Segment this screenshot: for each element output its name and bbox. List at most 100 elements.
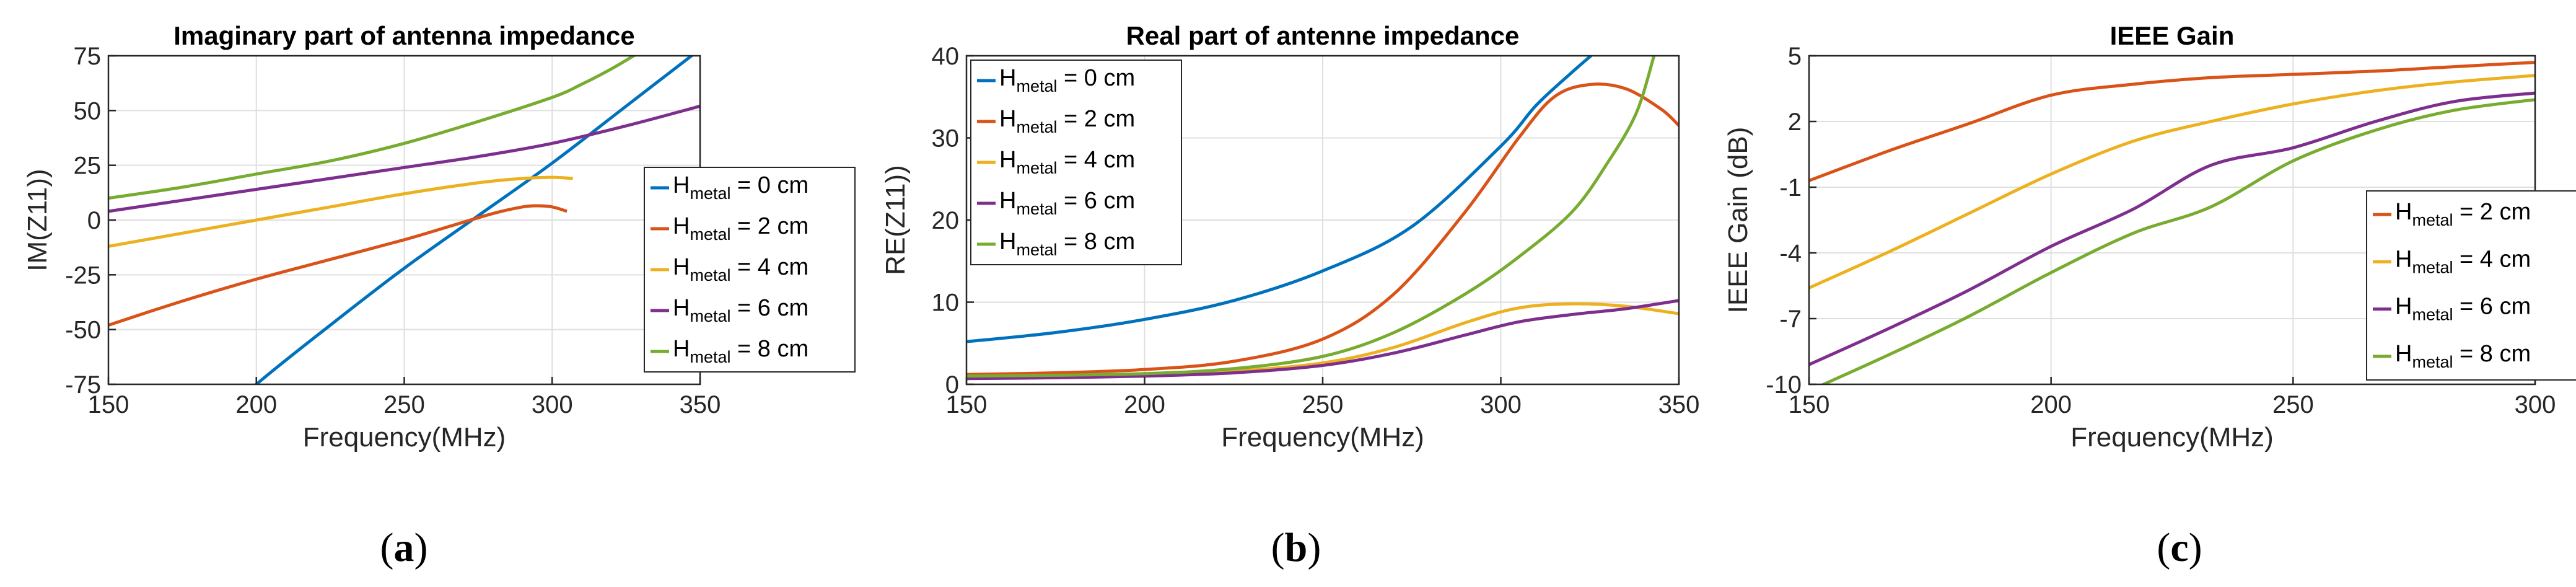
y-tick-label: 20: [932, 207, 960, 234]
y-tick-label: -10: [1766, 371, 1802, 399]
x-tick-label: 200: [235, 391, 277, 418]
legend-entry-subscript: metal: [2412, 353, 2453, 371]
legend-entry: Hmetal = 4 cm: [2395, 246, 2531, 276]
legend-entry: Hmetal = 4 cm: [673, 254, 808, 285]
x-tick-label: 300: [1480, 391, 1522, 418]
legend-entry-name: H: [2395, 341, 2412, 367]
legend-entry: Hmetal = 6 cm: [673, 295, 808, 325]
x-tick-label: 150: [946, 391, 988, 418]
legend-entry-subscript: metal: [690, 184, 730, 203]
chart-title: Real part of antenne impedance: [1126, 21, 1520, 50]
ticks: 150 200 250 300 350 40 30 20 10 0: [932, 43, 1700, 418]
legend-entry: Hmetal = 8 cm: [673, 336, 808, 366]
panel-label-a: (a): [380, 525, 428, 570]
series-line-hmetal-8-cm: [108, 56, 637, 200]
legend-entry: Hmetal = 4 cm: [999, 147, 1135, 177]
legend-entry-value: = 4 cm: [1057, 147, 1135, 173]
y-tick-label: 30: [932, 125, 960, 152]
x-axis-label: Frequency(MHz): [1221, 422, 1424, 452]
series-line-hmetal-4-cm: [108, 175, 573, 248]
legend-entry-subscript: metal: [690, 225, 730, 244]
series-line-hmetal-4-cm: [1809, 74, 2535, 289]
y-tick-label: -1: [1779, 174, 1802, 201]
legend-entry: Hmetal = 6 cm: [2395, 294, 2531, 324]
legend-entry-subscript: metal: [690, 266, 730, 285]
y-axis-label: RE(Z11)): [880, 165, 911, 275]
x-tick-label: 250: [383, 391, 425, 418]
x-tick-label: 250: [1302, 391, 1344, 418]
y-tick-label: 5: [1788, 43, 1802, 70]
y-tick-label: 40: [932, 43, 960, 70]
panel-label-b-letter: b: [1285, 525, 1308, 570]
legend-box: [2366, 190, 2576, 381]
legend-entry-value: = 0 cm: [1057, 65, 1135, 91]
legend-entry-value: = 6 cm: [1057, 188, 1135, 214]
series-line-hmetal-2-cm: [966, 82, 1679, 376]
legend-entry-value: = 8 cm: [730, 336, 808, 362]
legend-entry: Hmetal = 8 cm: [2395, 341, 2531, 371]
legend-entry-name: H: [999, 188, 1016, 214]
x-tick-label: 350: [680, 391, 721, 418]
legend-entry: Hmetal = 6 cm: [999, 188, 1135, 218]
y-tick-label: -25: [65, 262, 101, 289]
legend-entry-name: H: [999, 106, 1016, 132]
panel-label-b: (b): [1271, 525, 1321, 570]
legend-entry-value: = 4 cm: [730, 254, 808, 280]
legend-entry-subscript: metal: [1016, 77, 1057, 95]
legend-entry: Hmetal = 0 cm: [673, 172, 808, 203]
chart-ieee-gain: 150 200 250 300 5 2 -1 -4 -7 -10 IEEE Gain Frequenc…: [1723, 21, 2576, 452]
chart-title: IEEE Gain: [2110, 21, 2235, 50]
series-lines: [1809, 61, 2535, 384]
series-line-hmetal-8-cm: [1820, 98, 2535, 384]
legend-box: [970, 60, 1182, 265]
y-tick-label: -75: [65, 371, 101, 399]
panel-label-c: (c): [2157, 525, 2202, 570]
legend-entry-subscript: metal: [2412, 211, 2453, 229]
legend-entry-name: H: [673, 213, 690, 239]
series-line-hmetal-6-cm: [108, 104, 700, 213]
legend-entry-name: H: [999, 65, 1016, 91]
y-axis-label: IM(Z11)): [22, 169, 53, 271]
x-tick-label: 250: [2272, 391, 2314, 418]
x-tick-label: 350: [1658, 391, 1700, 418]
y-tick-label: 25: [74, 152, 102, 180]
legend-entry-subscript: metal: [2412, 306, 2453, 324]
x-axis-label: Frequency(MHz): [303, 422, 506, 452]
legend-entry-subscript: metal: [1016, 200, 1057, 218]
legend-entry-subscript: metal: [2412, 258, 2453, 276]
x-tick-label: 150: [88, 391, 129, 418]
legend-entry: Hmetal = 2 cm: [999, 106, 1135, 136]
x-tick-label: 200: [1124, 391, 1165, 418]
panel-label-a-letter: a: [394, 525, 414, 570]
series-line-hmetal-2-cm: [1809, 61, 2535, 182]
chart-title: Imaginary part of antenna impedance: [173, 21, 635, 50]
series-line-hmetal-6-cm: [1809, 91, 2535, 366]
legend-entry-subscript: metal: [1016, 118, 1057, 136]
y-tick-label: -4: [1779, 240, 1802, 267]
y-tick-label: 0: [945, 371, 959, 399]
y-axis-label: IEEE Gain (dB): [1723, 127, 1753, 314]
legend-entry-name: H: [2395, 294, 2412, 320]
chart-real-impedance: 150 200 250 300 350 40 30 20 10 0 Real part of ant…: [880, 21, 1699, 452]
legend-entry-subscript: metal: [1016, 241, 1057, 259]
y-tick-label: 10: [932, 289, 960, 317]
series-lines: [108, 56, 700, 384]
y-tick-label: 75: [74, 43, 102, 70]
legend-entry-subscript: metal: [690, 348, 730, 366]
legend-entry-value: = 6 cm: [730, 295, 808, 321]
legend-entry-subscript: metal: [690, 307, 730, 325]
legend-entry: Hmetal = 2 cm: [2395, 199, 2531, 229]
series-line-hmetal-6-cm: [966, 299, 1679, 381]
x-tick-label: 300: [2515, 391, 2556, 418]
y-tick-label: 0: [87, 207, 101, 234]
x-tick-label: 200: [2030, 391, 2072, 418]
legend-entry-name: H: [673, 254, 690, 280]
legend-entry: Hmetal = 8 cm: [999, 229, 1135, 259]
legend-entry-subscript: metal: [1016, 159, 1057, 177]
legend-entry: Hmetal = 0 cm: [999, 65, 1135, 95]
series-line-hmetal-0-cm: [966, 56, 1593, 343]
x-tick-label: 150: [1789, 391, 1830, 418]
